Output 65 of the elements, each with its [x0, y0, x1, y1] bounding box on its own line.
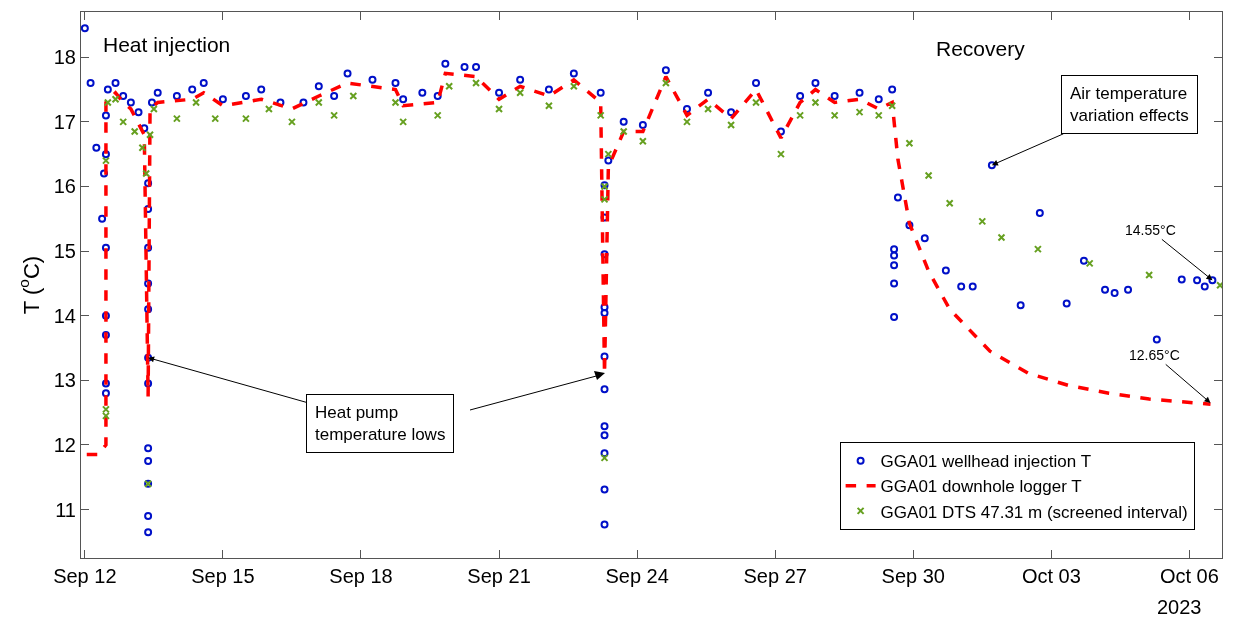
- point: [516, 88, 525, 97]
- point: [391, 98, 400, 107]
- x-tick-label: Oct 06: [1159, 565, 1219, 587]
- point: [704, 104, 713, 113]
- point: [138, 143, 147, 152]
- annotation: Heat pump temperature lows: [315, 403, 446, 445]
- point: [596, 111, 605, 120]
- x-tick-label: Sep 27: [743, 565, 807, 587]
- x-tick-label: Sep 21: [467, 565, 531, 587]
- annotation: 14.55°C: [1125, 222, 1176, 238]
- point: [997, 233, 1006, 242]
- point: [264, 104, 273, 113]
- x-tick-label: Sep 18: [329, 565, 393, 587]
- point: [600, 195, 609, 204]
- point: [727, 121, 736, 130]
- point: [149, 104, 158, 113]
- point: [830, 111, 839, 120]
- y-tick-label: 15: [53, 240, 76, 263]
- y-tick-label: 14: [53, 304, 76, 327]
- point: [211, 114, 220, 123]
- legend-label: GGA01 DTS 47.31 m (screened interval): [880, 502, 1188, 522]
- point: [682, 117, 691, 126]
- point: [978, 217, 987, 226]
- x-tick-label: Sep 12: [53, 565, 117, 587]
- point: [544, 101, 553, 110]
- y-tick-label: 13: [53, 369, 76, 392]
- y-tick-label: 12: [53, 433, 76, 456]
- annotation: Heat injection: [103, 33, 231, 56]
- point: [1085, 259, 1094, 268]
- y-tick-label: 18: [53, 46, 76, 69]
- point: [776, 150, 785, 159]
- x-tick-label: Sep 30: [881, 565, 945, 587]
- point: [638, 137, 647, 146]
- annotation: Recovery: [936, 37, 1026, 60]
- x-tick-label: Sep 24: [605, 565, 669, 587]
- point: [905, 139, 914, 148]
- point: [287, 117, 296, 126]
- legend-label: GGA01 downhole logger T: [880, 477, 1082, 497]
- legend-label: GGA01 wellhead injection T: [880, 452, 1092, 472]
- point: [146, 130, 155, 139]
- point: [1033, 245, 1042, 254]
- point: [811, 98, 820, 107]
- annotation: 12.65°C: [1129, 347, 1180, 363]
- text: 2023: [1157, 596, 1202, 618]
- point: [349, 92, 358, 100]
- point: [924, 171, 933, 180]
- y-tick-label: 11: [55, 498, 76, 521]
- y-tick-label: 17: [53, 110, 76, 133]
- point: [399, 117, 408, 126]
- annotation: Air temperature variation effects: [1070, 84, 1189, 126]
- x-tick-label: Oct 03: [1021, 565, 1081, 587]
- point: [314, 98, 323, 107]
- point: [619, 127, 628, 136]
- point: [874, 111, 883, 120]
- point: [119, 117, 128, 126]
- x-tick-label: Sep 15: [191, 565, 255, 587]
- y-tick-label: 16: [53, 175, 76, 198]
- point: [142, 169, 151, 178]
- point: [1145, 270, 1154, 279]
- point: [130, 127, 139, 136]
- point: [433, 111, 442, 120]
- point: [472, 79, 481, 88]
- point: [495, 104, 504, 113]
- point: [661, 79, 670, 88]
- point: [600, 453, 609, 462]
